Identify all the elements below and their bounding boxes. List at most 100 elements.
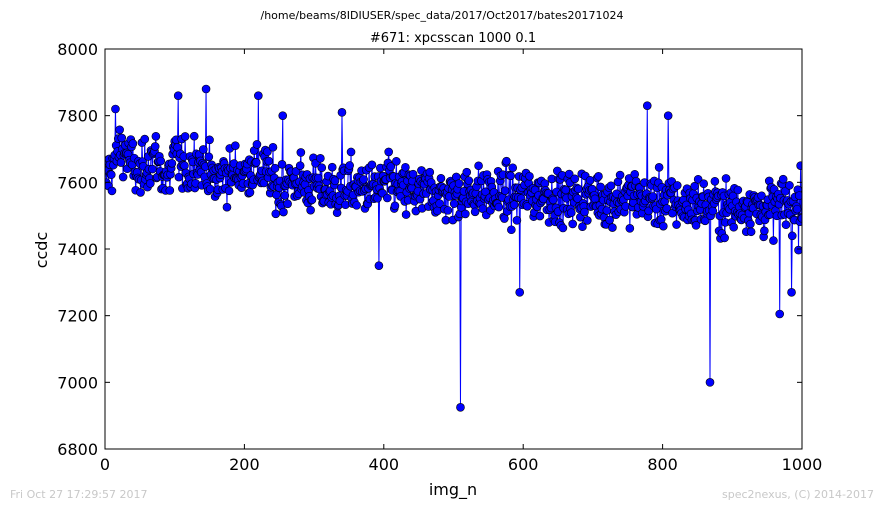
data-point [408, 169, 418, 179]
data-point [602, 206, 612, 215]
y-axis: 6800 7000 7200 7400 7600 7800 8000 [57, 40, 802, 459]
chart-title: #671: xpcsscan 1000 0.1 [370, 31, 536, 46]
data-point [506, 171, 515, 181]
data-point [710, 177, 720, 186]
data-point [481, 187, 490, 197]
data-point [425, 167, 435, 177]
data-point [136, 188, 145, 197]
data-point [106, 170, 116, 179]
data-point [346, 147, 356, 157]
data-point [507, 225, 516, 235]
data-point [117, 133, 127, 143]
data-point [778, 174, 788, 184]
data-point [642, 101, 652, 110]
data-point [578, 222, 587, 231]
data-point [781, 220, 791, 230]
data-point [500, 186, 510, 195]
data-point [794, 191, 802, 200]
data-point [140, 134, 150, 144]
x-tick-label: 200 [229, 455, 260, 474]
data-point [111, 104, 120, 114]
data-point [316, 154, 325, 163]
data-point [317, 163, 327, 173]
data-point [663, 111, 673, 120]
data-point [224, 186, 234, 196]
data-point [156, 156, 166, 166]
data-point [500, 214, 509, 223]
data-point [775, 309, 785, 319]
x-tick-label: 600 [508, 455, 539, 474]
data-point [386, 162, 396, 171]
data-point [443, 206, 453, 215]
data-point [307, 195, 317, 205]
data-point [792, 204, 802, 214]
data-point [672, 220, 681, 229]
data-point [146, 179, 155, 188]
data-point [352, 201, 361, 210]
data-point [461, 209, 470, 219]
data-point [561, 185, 571, 195]
data-point [277, 160, 287, 169]
y-tick-label: 7600 [57, 173, 98, 192]
data-point [580, 207, 589, 217]
data-point [327, 162, 337, 172]
data-point [515, 288, 525, 297]
data-point [523, 201, 532, 211]
data-point [204, 152, 214, 162]
x-tick-label: 0 [100, 455, 110, 474]
data-point [173, 91, 183, 100]
data-point [283, 199, 292, 209]
data-point [435, 199, 444, 208]
data-point [705, 378, 715, 387]
data-point [384, 147, 393, 157]
data-point [222, 202, 232, 212]
data-point [662, 204, 672, 213]
data-point [658, 221, 668, 231]
data-point [494, 202, 504, 212]
data-point [787, 288, 796, 297]
data-point [797, 214, 802, 223]
data-point [330, 176, 340, 186]
data-point [558, 223, 568, 233]
data-point [690, 181, 699, 191]
y-tick-label: 7400 [57, 240, 98, 259]
plot-series [105, 84, 802, 412]
data-point [359, 175, 368, 184]
data-point [456, 403, 465, 412]
data-point [693, 174, 703, 184]
data-point [769, 236, 778, 245]
data-point [231, 141, 240, 150]
data-point [115, 125, 124, 135]
data-point [509, 200, 519, 210]
data-point [564, 169, 574, 179]
data-point [729, 222, 738, 232]
data-point [780, 186, 790, 196]
data-point [263, 147, 272, 157]
data-point [148, 164, 157, 174]
data-point [512, 216, 522, 225]
data-point [279, 207, 288, 217]
data-point [615, 170, 625, 180]
data-point [570, 174, 580, 184]
data-point [271, 209, 281, 219]
data-point [401, 210, 411, 219]
data-point [128, 139, 138, 148]
data-point [205, 184, 215, 194]
data-point [474, 161, 483, 171]
data-point [151, 132, 161, 141]
data-point [433, 206, 442, 216]
data-point [608, 223, 617, 232]
data-point [733, 185, 743, 195]
x-tick-label: 400 [369, 455, 400, 474]
y-tick-label: 6800 [57, 440, 98, 459]
footer-credit: spec2nexus, (C) 2014-2017 [722, 488, 874, 501]
data-point [118, 172, 128, 182]
data-point [264, 156, 274, 166]
x-axis: 0 200 400 600 800 1000 [100, 49, 822, 474]
data-point [630, 169, 640, 179]
data-point [278, 111, 288, 120]
data-point [296, 148, 306, 157]
data-point [251, 158, 261, 167]
data-point [721, 174, 731, 183]
